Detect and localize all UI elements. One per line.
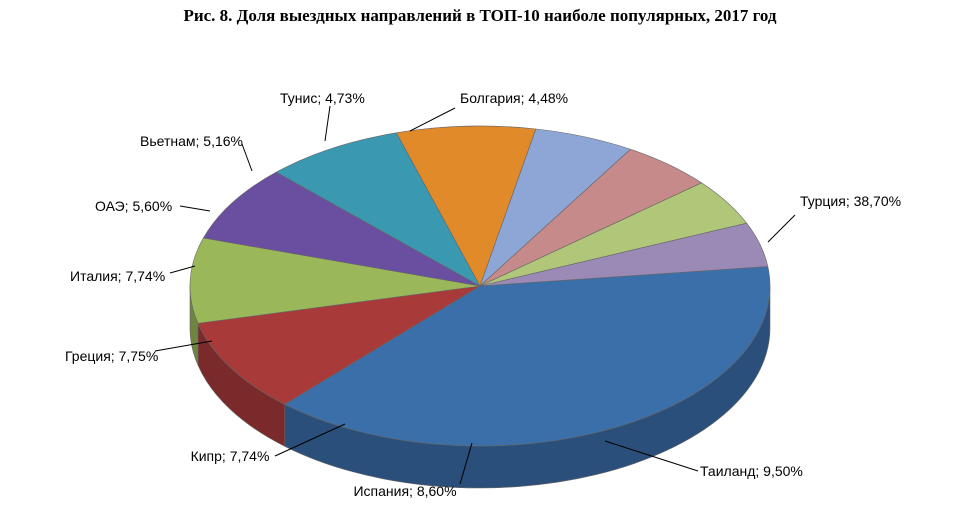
pie-chart: Турция; 38,70% Таиланд; 9,50% Испания; 8,6… — [0, 26, 960, 526]
slice-label: Кипр; 7,74% — [191, 448, 270, 464]
slice-label: Турция; 38,70% — [800, 193, 901, 209]
leader-line — [180, 206, 210, 211]
slice-label: Греция; 7,75% — [65, 348, 158, 364]
leader-line — [768, 215, 795, 242]
slice-label: Болгария; 4,48% — [460, 90, 568, 106]
slice-label: Таиланд; 9,50% — [700, 463, 803, 479]
slice-label: Тунис; 4,73% — [280, 90, 365, 106]
leader-line — [242, 144, 252, 171]
chart-title: Рис. 8. Доля выездных направлений в ТОП-… — [0, 0, 960, 26]
leader-line — [325, 106, 330, 141]
slice-label: ОАЭ; 5,60% — [95, 198, 172, 214]
slice-label: Италия; 7,74% — [70, 268, 165, 284]
slice-label: Вьетнам; 5,16% — [140, 133, 243, 149]
slice-label: Испания; 8,60% — [353, 483, 456, 499]
